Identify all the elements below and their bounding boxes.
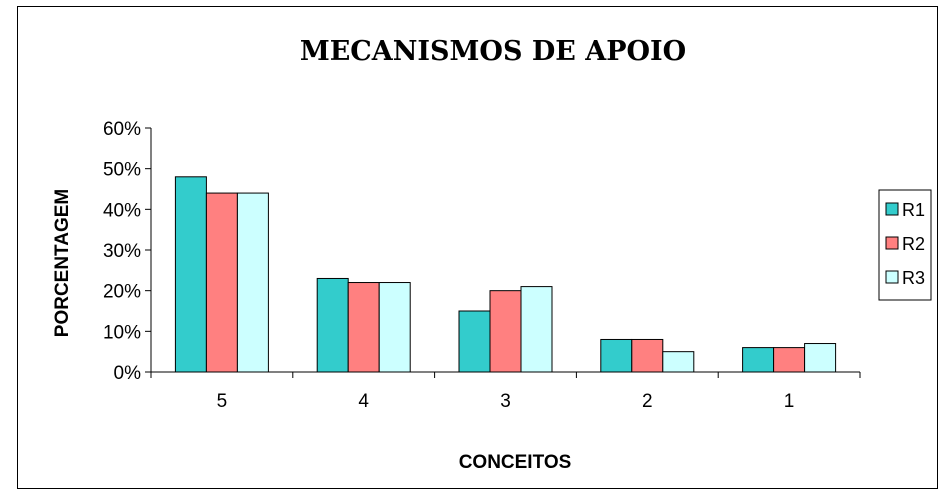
x-tick-label: 2 xyxy=(642,391,653,412)
y-tick-label: 30% xyxy=(103,241,141,262)
legend-label-r3: R3 xyxy=(902,268,925,288)
x-tick-label: 4 xyxy=(358,391,369,412)
bar-r1-1 xyxy=(742,347,775,373)
bar-r2-3 xyxy=(489,290,522,373)
bar-r1-4 xyxy=(316,277,349,373)
chart-svg: MECANISMOS DE APOIO PORCENTAGEM CONCEITO… xyxy=(52,36,932,473)
y-tick-label: 60% xyxy=(103,119,141,140)
y-tick-label: 50% xyxy=(103,160,141,181)
plot-area: 0% 10% 20% 30% 40% 50% 60% 5 4 3 2 1 xyxy=(103,119,861,412)
bar-r1-3 xyxy=(458,310,491,373)
bar-r3-3 xyxy=(520,286,553,373)
bar-r2-4 xyxy=(347,282,380,373)
y-axis-label: PORCENTAGEM xyxy=(52,189,73,337)
bar-r3-2 xyxy=(662,351,695,373)
bar-r3-5 xyxy=(236,192,269,373)
legend-label-r2: R2 xyxy=(902,234,925,254)
bar-r2-1 xyxy=(773,347,806,373)
bar-r2-5 xyxy=(205,192,238,373)
legend-swatch-r3 xyxy=(885,270,899,284)
x-axis-label: CONCEITOS xyxy=(459,452,572,473)
legend: R1 R2 R3 xyxy=(878,189,932,301)
x-tick-label: 1 xyxy=(784,391,795,412)
bar-r3-4 xyxy=(378,282,411,373)
y-tick-label: 20% xyxy=(103,282,141,303)
y-tick-label: 10% xyxy=(103,322,141,343)
chart-title: MECANISMOS DE APOIO xyxy=(300,36,686,67)
bar-r3-1 xyxy=(804,343,837,373)
bar-r1-2 xyxy=(600,338,633,373)
y-tick-label: 40% xyxy=(103,200,141,221)
bar-r2-2 xyxy=(631,338,664,373)
legend-label-r1: R1 xyxy=(902,200,925,220)
bar-r1-5 xyxy=(174,176,207,373)
chart-frame: MECANISMOS DE APOIO PORCENTAGEM CONCEITO… xyxy=(17,6,938,489)
legend-swatch-r2 xyxy=(885,236,899,250)
y-tick-label: 0% xyxy=(114,363,142,384)
x-tick-label: 5 xyxy=(217,391,228,412)
x-tick-label: 3 xyxy=(500,391,511,412)
legend-swatch-r1 xyxy=(885,202,899,216)
